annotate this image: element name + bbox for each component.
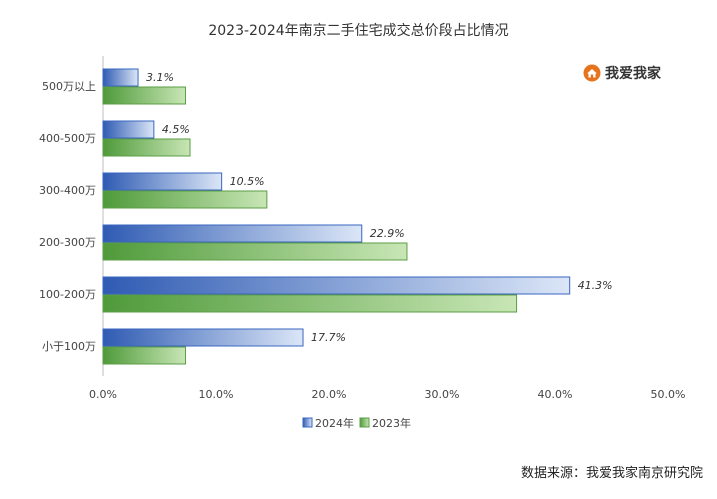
bar-series-2	[102, 86, 186, 105]
x-tick-label: 40.0%	[538, 388, 573, 401]
bar-series-1	[102, 224, 363, 243]
legend-swatch	[302, 417, 313, 428]
data-label: 17.7%	[311, 331, 346, 344]
category-label: 小于100万	[42, 340, 96, 353]
chart-title: 2023-2024年南京二手住宅成交总价段占比情况	[208, 23, 509, 39]
bar-series-2	[102, 190, 268, 209]
data-label: 3.1%	[146, 71, 174, 84]
legend-label: 2024年	[315, 416, 354, 430]
bar-series-1	[102, 328, 304, 347]
data-label: 22.9%	[370, 227, 405, 240]
legend-swatch	[359, 417, 370, 428]
bar-series-1	[102, 172, 223, 191]
category-label: 300-400万	[39, 184, 96, 197]
data-source: 数据来源：我爱我家南京研究院	[520, 466, 703, 481]
x-tick-label: 10.0%	[199, 388, 234, 401]
data-label: 41.3%	[578, 279, 613, 292]
category-label: 500万以上	[42, 80, 96, 93]
brand-name: 我爱我家	[605, 66, 661, 82]
brand-logo: 我爱我家	[583, 63, 661, 83]
category-label: 200-300万	[39, 236, 96, 249]
bar-series-2	[102, 242, 408, 261]
bar-series-2	[102, 138, 191, 157]
house-logo-icon	[583, 64, 601, 82]
bar-series-2	[102, 346, 186, 365]
bar-series-1	[102, 276, 571, 295]
data-label: 10.5%	[230, 175, 265, 188]
x-tick-label: 50.0%	[651, 388, 686, 401]
x-tick-label: 30.0%	[425, 388, 460, 401]
bar-series-1	[102, 68, 139, 87]
x-tick-label: 0.0%	[89, 388, 117, 401]
category-label: 100-200万	[39, 288, 96, 301]
bar-series-1	[102, 120, 155, 139]
x-tick-label: 20.0%	[312, 388, 347, 401]
legend-label: 2023年	[372, 416, 411, 430]
category-label: 400-500万	[39, 132, 96, 145]
bar-series-2	[102, 294, 518, 313]
data-label: 4.5%	[162, 123, 190, 136]
